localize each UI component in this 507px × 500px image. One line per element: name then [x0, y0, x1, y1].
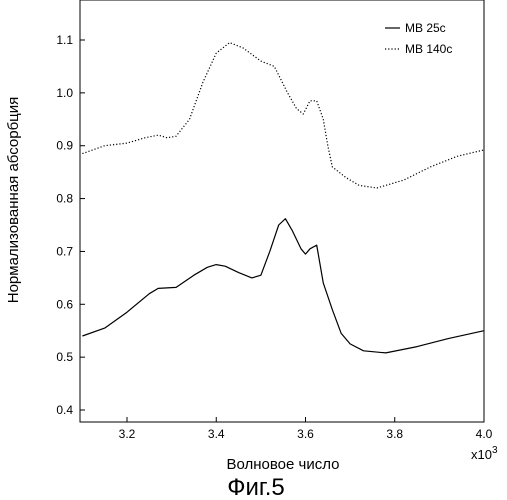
y-axis-ticks: 0.4 0.5 0.6 0.7 0.8 0.9 1.0 1.1	[56, 33, 85, 417]
y-tick-label: 1.0	[56, 86, 73, 100]
x-axis-multiplier-exp: 3	[492, 445, 498, 456]
y-tick-label: 0.7	[56, 244, 73, 258]
x-axis-multiplier-base: x10	[471, 447, 492, 462]
y-tick-label: 0.6	[56, 297, 73, 311]
x-axis-multiplier: x103	[471, 445, 498, 462]
y-tick-label: 0.4	[56, 403, 73, 417]
figure-caption: Фиг.5	[227, 474, 285, 500]
plot-area-frame	[80, 0, 484, 422]
series-line-1	[82, 43, 484, 188]
x-tick-label: 3.2	[119, 427, 136, 441]
y-tick-label: 0.9	[56, 139, 73, 153]
y-axis-title: Нормализованная абсорбция	[5, 97, 22, 304]
x-tick-label: 3.8	[386, 427, 403, 441]
x-axis-ticks: 3.2 3.4 3.6 3.8 4.0	[119, 417, 493, 441]
y-tick-label: 0.5	[56, 350, 73, 364]
legend-label-series-1: MB 140c	[405, 42, 452, 56]
x-tick-label: 4.0	[476, 427, 493, 441]
x-tick-label: 3.4	[208, 427, 225, 441]
series-line-0	[82, 219, 484, 353]
series-layer	[82, 43, 484, 353]
x-axis-title: Волновое число	[226, 456, 339, 473]
y-tick-label: 0.8	[56, 192, 73, 206]
y-tick-label: 1.1	[56, 33, 73, 47]
legend: MB 25c MB 140c	[385, 21, 452, 56]
x-tick-label: 3.6	[297, 427, 314, 441]
legend-label-series-0: MB 25c	[405, 21, 446, 35]
